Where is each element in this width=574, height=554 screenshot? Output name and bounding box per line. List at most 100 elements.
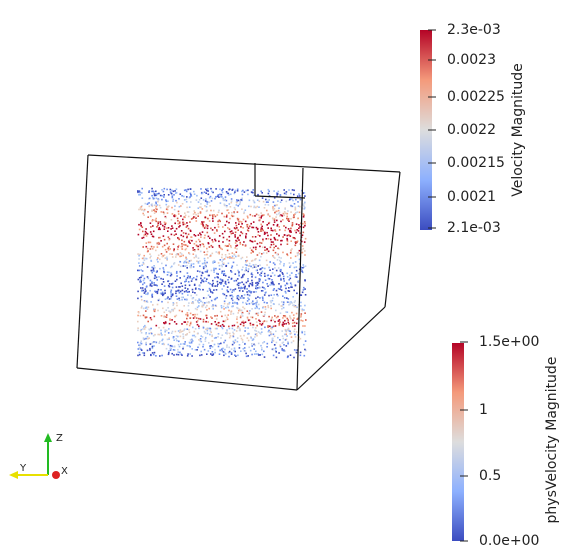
particle — [156, 193, 159, 196]
particle — [233, 342, 235, 344]
particle — [249, 247, 252, 249]
particle — [206, 328, 209, 330]
particle — [212, 354, 214, 356]
particle — [177, 222, 180, 225]
particle — [199, 318, 202, 320]
particle — [260, 230, 262, 232]
particle — [262, 297, 264, 300]
particle — [204, 254, 206, 256]
particle — [221, 253, 223, 256]
particle — [222, 292, 224, 295]
particle — [267, 326, 269, 328]
particle — [190, 201, 192, 203]
particle — [210, 316, 212, 318]
particle — [194, 313, 196, 316]
particle — [224, 230, 226, 233]
particle — [189, 322, 192, 325]
particle — [204, 259, 206, 262]
particle — [182, 335, 185, 338]
particle — [169, 188, 172, 191]
particle — [260, 344, 262, 347]
particle — [178, 297, 180, 300]
particle — [250, 336, 252, 338]
particle — [250, 265, 252, 268]
particle — [171, 308, 173, 311]
particle — [249, 310, 251, 312]
particle — [200, 277, 202, 280]
particle — [270, 319, 272, 322]
particle — [220, 306, 223, 309]
particle — [251, 343, 253, 345]
particle — [255, 213, 258, 216]
particle — [226, 303, 229, 305]
particle — [242, 341, 244, 343]
particle — [226, 205, 228, 207]
particle — [231, 257, 233, 259]
particle — [184, 214, 187, 217]
particle — [203, 257, 206, 260]
particle — [196, 275, 198, 278]
particle — [290, 240, 292, 242]
particle — [203, 191, 206, 193]
particle — [214, 239, 217, 242]
particle — [256, 307, 258, 309]
particle — [144, 202, 147, 205]
particle — [199, 240, 201, 243]
particle — [228, 228, 231, 230]
particle — [153, 191, 155, 193]
particle — [153, 309, 155, 312]
particle — [232, 331, 234, 334]
particle — [235, 224, 238, 227]
particle — [231, 324, 234, 327]
particle — [281, 301, 283, 303]
particle — [162, 326, 165, 329]
particle — [151, 190, 153, 193]
particle — [260, 328, 263, 330]
particle — [284, 329, 287, 332]
particle — [289, 197, 291, 200]
particle — [231, 215, 234, 218]
particle — [255, 353, 258, 355]
particle — [141, 287, 144, 289]
particle — [185, 247, 188, 250]
particle — [286, 272, 288, 275]
particle — [273, 237, 276, 240]
particle — [208, 327, 211, 330]
particle — [228, 336, 231, 339]
particle — [266, 231, 268, 234]
particle — [253, 343, 255, 346]
particle — [293, 330, 295, 333]
particle — [201, 305, 203, 308]
particle — [171, 206, 173, 209]
particle — [153, 265, 155, 267]
particle — [261, 348, 263, 351]
particle — [225, 265, 227, 267]
particle — [278, 256, 280, 259]
particle — [221, 315, 223, 318]
particle — [218, 240, 220, 243]
particle — [150, 301, 152, 303]
particle — [149, 248, 152, 250]
particle — [162, 268, 165, 271]
particle — [188, 324, 191, 327]
particle — [224, 348, 226, 351]
particle — [204, 200, 207, 202]
particle — [146, 335, 149, 338]
particle — [242, 274, 244, 277]
particle — [178, 309, 181, 312]
particle — [259, 332, 261, 334]
particle — [153, 284, 156, 286]
particle — [164, 329, 166, 331]
particle — [154, 274, 156, 277]
particle — [154, 266, 156, 269]
particle — [260, 242, 263, 244]
particle — [200, 335, 202, 337]
particle — [166, 329, 168, 332]
particle — [276, 193, 279, 195]
particle — [230, 270, 232, 272]
particle — [168, 310, 170, 312]
particle — [298, 195, 301, 197]
particle — [273, 219, 276, 221]
particle — [237, 229, 239, 231]
particle — [167, 200, 169, 202]
